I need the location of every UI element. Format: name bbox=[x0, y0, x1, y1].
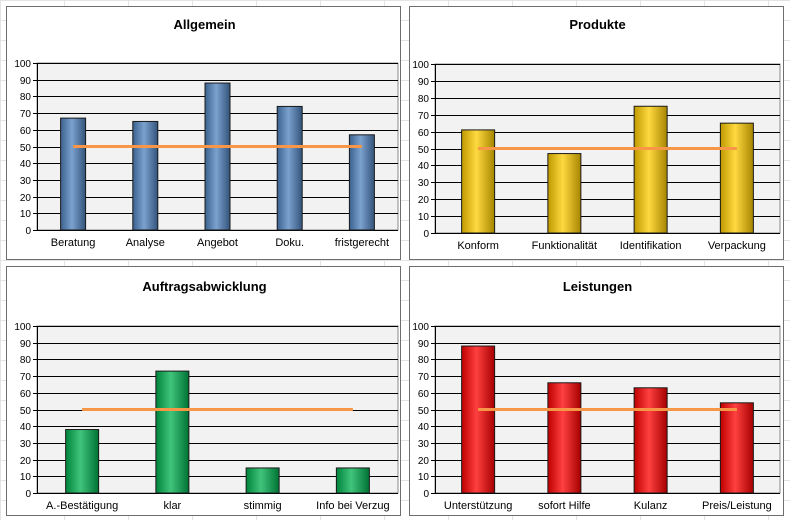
x-category-label: Angebot bbox=[197, 237, 238, 249]
bar-auftragsabwicklung-3 bbox=[245, 467, 280, 494]
y-tick-label: 100 bbox=[14, 59, 31, 70]
x-category-label: fristgerecht bbox=[335, 237, 389, 249]
y-tick-label: 0 bbox=[25, 226, 31, 237]
x-category-label: Preis/Leistung bbox=[702, 500, 772, 512]
y-tick-label: 100 bbox=[412, 322, 429, 333]
y-tick-label: 60 bbox=[20, 126, 32, 137]
y-tick-label: 10 bbox=[20, 209, 32, 220]
y-tick-label: 20 bbox=[418, 195, 430, 206]
chart-title: Produkte bbox=[569, 17, 625, 32]
bar-produkte-3 bbox=[633, 105, 668, 234]
x-category-label: Analyse bbox=[126, 237, 165, 249]
bar-allgemein-4 bbox=[276, 105, 303, 231]
y-tick-label: 10 bbox=[20, 472, 32, 483]
y-tick-label: 0 bbox=[423, 489, 429, 500]
y-tick-label: 70 bbox=[418, 372, 430, 383]
x-category-label: Doku. bbox=[275, 237, 304, 249]
bar-auftragsabwicklung-4 bbox=[335, 467, 370, 494]
y-tick-label: 20 bbox=[20, 193, 32, 204]
bar-leistungen-1 bbox=[461, 345, 496, 494]
y-tick-label: 90 bbox=[418, 339, 430, 350]
y-tick-label: 90 bbox=[20, 76, 32, 87]
chart-produkte: Produkte 0 10 20 30 40 50 60 70 80 90 100 Konform Fun… bbox=[409, 6, 784, 260]
chart-leistungen: Leistungen 0 10 20 30 40 50 60 70 80 90 100 Unterstü… bbox=[409, 266, 784, 516]
y-tick-label: 80 bbox=[20, 355, 32, 366]
y-tick-label: 20 bbox=[418, 456, 430, 467]
y-tick-label: 60 bbox=[20, 389, 32, 400]
bar-produkte-1 bbox=[461, 129, 496, 234]
bar-produkte-2 bbox=[547, 153, 582, 234]
bar-allgemein-1 bbox=[60, 117, 87, 231]
y-tick-label: 30 bbox=[418, 178, 430, 189]
bar-leistungen-4 bbox=[719, 402, 754, 494]
x-category-label: A.-Bestätigung bbox=[46, 500, 118, 512]
y-tick-label: 30 bbox=[20, 439, 32, 450]
y-tick-label: 60 bbox=[418, 389, 430, 400]
chart-svg-auftragsabwicklung: Auftragsabwicklung 0 10 20 30 40 50 60 70 80 90 100… bbox=[14, 279, 399, 512]
y-tick-label: 90 bbox=[20, 339, 32, 350]
bar-leistungen-2 bbox=[547, 382, 582, 494]
x-category-label: Verpackung bbox=[708, 240, 766, 252]
y-tick-label: 70 bbox=[418, 111, 430, 122]
x-category-label: Info bei Verzug bbox=[316, 500, 389, 512]
y-tick-label: 70 bbox=[20, 372, 32, 383]
y-tick-label: 50 bbox=[20, 143, 32, 154]
x-category-label: Beratung bbox=[51, 237, 96, 249]
x-category-label: Konform bbox=[457, 240, 499, 252]
y-tick-label: 100 bbox=[412, 60, 429, 71]
y-tick-label: 40 bbox=[418, 422, 430, 433]
chart-title: Auftragsabwicklung bbox=[142, 279, 266, 294]
chart-auftragsabwicklung: Auftragsabwicklung 0 10 20 30 40 50 60 70 80 90 100… bbox=[6, 266, 401, 516]
x-category-label: sofort Hilfe bbox=[538, 500, 591, 512]
y-tick-label: 40 bbox=[20, 159, 32, 170]
bar-allgemein-2 bbox=[132, 120, 159, 231]
y-tick-label: 10 bbox=[418, 212, 430, 223]
y-tick-label: 80 bbox=[418, 355, 430, 366]
y-tick-label: 100 bbox=[14, 322, 31, 333]
chart-title: Allgemein bbox=[173, 17, 235, 32]
y-tick-label: 20 bbox=[20, 456, 32, 467]
x-category-label: stimmig bbox=[244, 500, 282, 512]
bar-allgemein-3 bbox=[204, 82, 231, 231]
x-category-label: Unterstützung bbox=[444, 500, 512, 512]
y-tick-label: 0 bbox=[25, 489, 31, 500]
y-tick-label: 50 bbox=[418, 406, 430, 417]
y-tick-label: 0 bbox=[423, 229, 429, 240]
y-tick-label: 80 bbox=[418, 94, 430, 105]
y-tick-label: 70 bbox=[20, 109, 32, 120]
y-tick-label: 80 bbox=[20, 92, 32, 103]
y-tick-label: 50 bbox=[20, 406, 32, 417]
chart-allgemein: Allgemein 0 10 20 30 40 50 60 70 80 90 100 Beratung A… bbox=[6, 6, 401, 260]
x-category-label: klar bbox=[164, 500, 182, 512]
y-tick-label: 40 bbox=[20, 422, 32, 433]
chart-svg-leistungen: Leistungen 0 10 20 30 40 50 60 70 80 90 100 Unterstü… bbox=[412, 279, 781, 512]
chart-svg-allgemein: Allgemein 0 10 20 30 40 50 60 70 80 90 100 Beratung A… bbox=[14, 17, 399, 249]
bar-allgemein-5 bbox=[348, 134, 375, 231]
bar-produkte-4 bbox=[719, 122, 754, 234]
y-tick-label: 30 bbox=[418, 439, 430, 450]
x-category-label: Kulanz bbox=[634, 500, 668, 512]
y-tick-label: 10 bbox=[418, 472, 430, 483]
y-tick-label: 90 bbox=[418, 77, 430, 88]
chart-title: Leistungen bbox=[563, 279, 632, 294]
y-tick-label: 30 bbox=[20, 176, 32, 187]
bar-auftragsabwicklung-2 bbox=[155, 370, 190, 494]
y-tick-label: 50 bbox=[418, 145, 430, 156]
bar-auftragsabwicklung-1 bbox=[65, 429, 100, 494]
chart-svg-produkte: Produkte 0 10 20 30 40 50 60 70 80 90 100 Konform Fun… bbox=[412, 17, 781, 252]
y-tick-label: 40 bbox=[418, 161, 430, 172]
x-category-label: Funktionalität bbox=[532, 240, 597, 252]
bar-leistungen-3 bbox=[633, 387, 668, 494]
x-category-label: Identifikation bbox=[620, 240, 682, 252]
y-tick-label: 60 bbox=[418, 128, 430, 139]
